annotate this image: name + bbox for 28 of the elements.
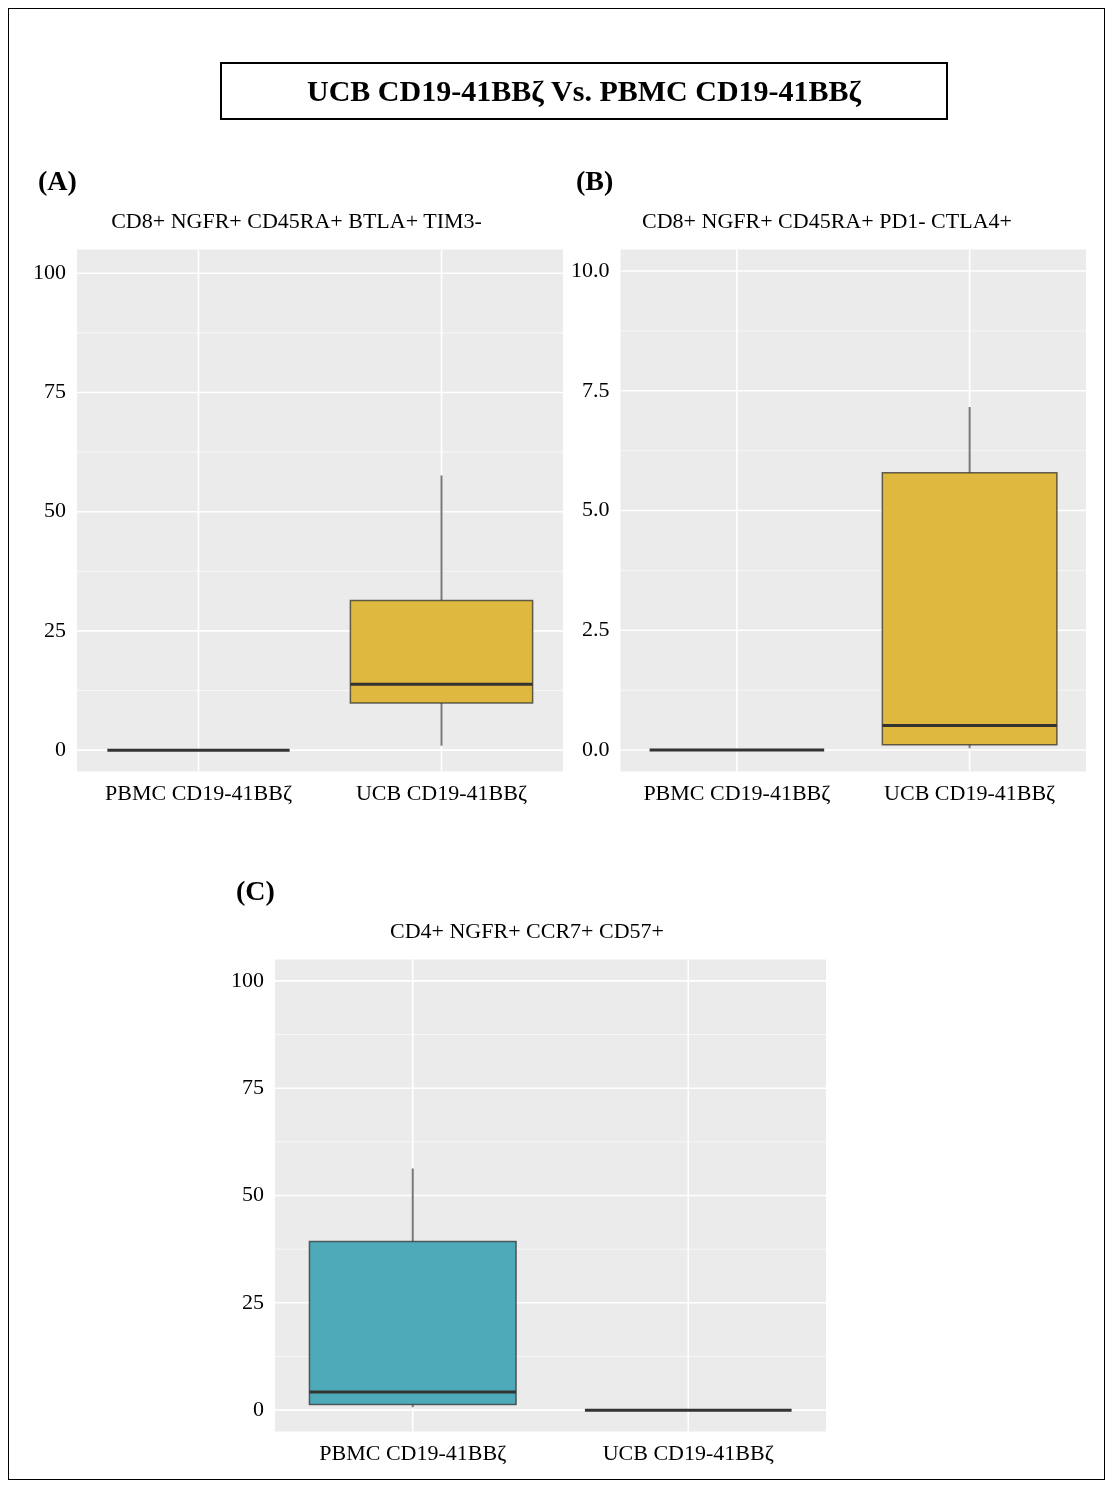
y-tick-label: 25 [242,1288,264,1314]
y-tick-label: 75 [44,378,66,404]
y-tick-label: 7.5 [582,376,610,402]
text: (B) [576,165,614,197]
x-tick-label: PBMC CD19-41BBζ [105,779,292,805]
y-tick-label: 0 [55,735,66,761]
text: UCB CD19-41BBζ Vs. PBMC CD19-41BBζ [307,74,861,108]
text: (C) [236,875,275,907]
y-tick-label: 100 [231,966,264,992]
y-tick-label: 75 [242,1073,264,1099]
x-tick-label: PBMC CD19-41BBζ [643,779,831,805]
chart-title: CD4+ NGFR+ CCR7+ CD57+ [390,917,664,943]
y-tick-label: 50 [242,1181,264,1207]
text: (A) [38,165,77,197]
y-tick-label: 10.0 [571,256,610,282]
y-tick-label: 2.5 [582,616,610,642]
chart-title: CD8+ NGFR+ CD45RA+ PD1- CTLA4+ [642,207,1012,233]
y-tick-label: 100 [33,259,66,285]
y-tick-label: 50 [44,497,66,523]
x-tick-label: PBMC CD19-41BBζ [319,1439,507,1465]
y-tick-label: 0.0 [582,735,610,761]
chart-title: CD8+ NGFR+ CD45RA+ BTLA+ TIM3- [111,207,482,233]
x-tick-label: UCB CD19-41BBζ [602,1439,774,1465]
x-tick-label: UCB CD19-41BBζ [884,779,1056,805]
y-tick-label: 0 [253,1395,264,1421]
x-tick-label: UCB CD19-41BBζ [355,779,528,805]
y-tick-label: 25 [44,616,66,642]
y-tick-label: 5.0 [582,496,610,522]
